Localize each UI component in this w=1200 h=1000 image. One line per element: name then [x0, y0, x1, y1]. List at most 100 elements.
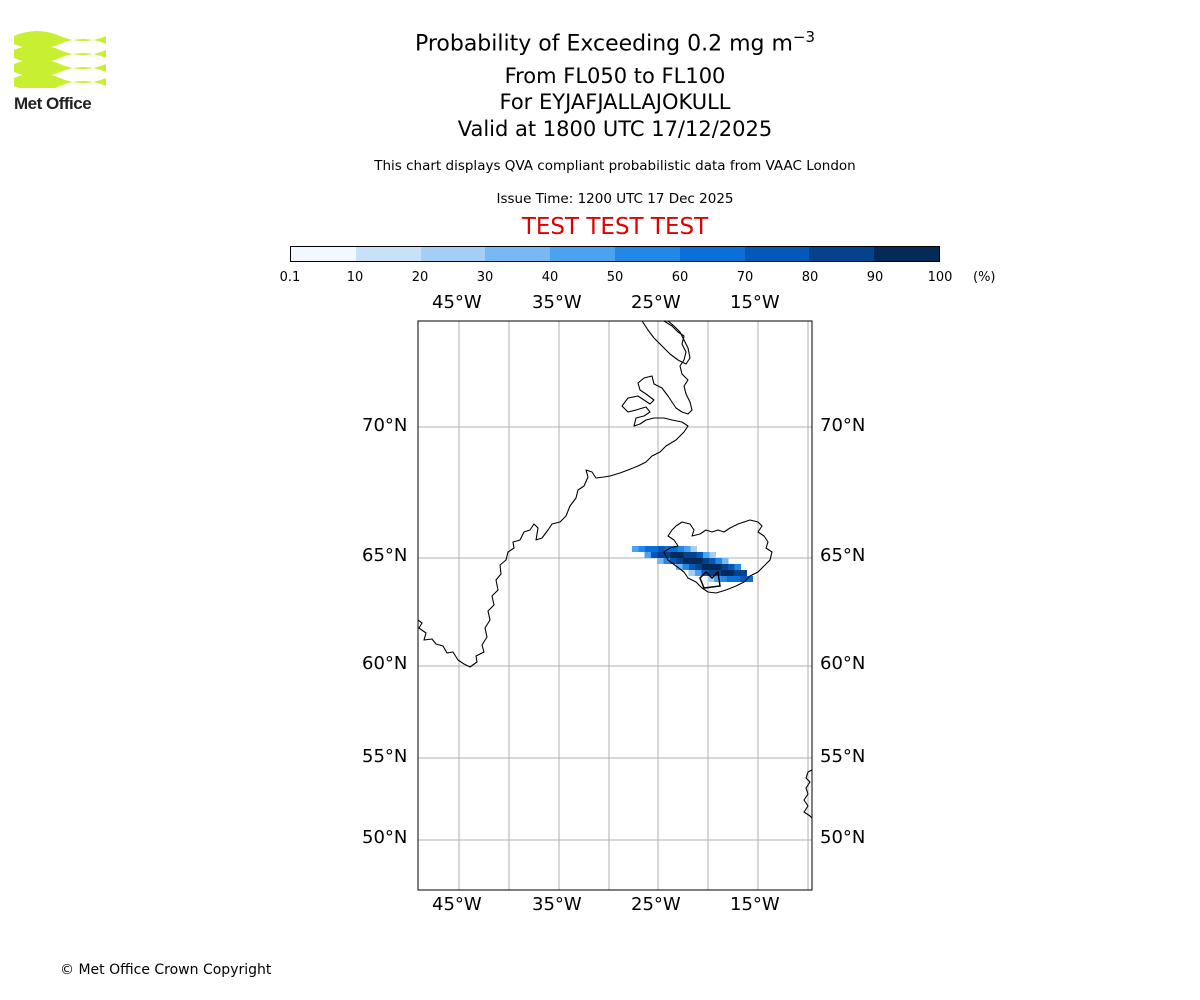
- plume-cell: [720, 576, 727, 582]
- plume-cell: [709, 552, 716, 558]
- lon-label-top-35w: 35°W: [532, 292, 582, 313]
- test-banner: TEST TEST TEST: [521, 214, 709, 240]
- plume-cell: [733, 576, 740, 582]
- plume-cell: [695, 564, 702, 570]
- lon-label-bottom-15w: 15°W: [730, 894, 780, 915]
- lon-label-bottom-45w: 45°W: [432, 894, 482, 915]
- plume-cell: [696, 552, 703, 558]
- colorbar-segment: [550, 247, 615, 261]
- issue-time: Issue Time: 1200 UTC 17 Dec 2025: [496, 191, 734, 207]
- ash-probability-plume: [632, 546, 753, 582]
- colorbar-tick-label: 40: [541, 270, 559, 285]
- colorbar-segment: [485, 247, 551, 261]
- colorbar-tick-label: 30: [476, 270, 494, 285]
- colorbar-tick-label: 10: [346, 270, 364, 285]
- plume-cell: [651, 546, 658, 552]
- plume-cell: [690, 552, 697, 558]
- plume-cell: [670, 552, 677, 558]
- plume-cell: [696, 558, 703, 564]
- plume-cell: [721, 570, 728, 576]
- plume-cell: [702, 558, 709, 564]
- volcano-location-marker: [699, 570, 721, 589]
- lon-label-top-15w: 15°W: [730, 292, 780, 313]
- plume-cell: [651, 552, 658, 558]
- plume-cell: [676, 558, 683, 564]
- colorbar-segment: [614, 247, 680, 261]
- plume-cell: [707, 576, 714, 582]
- plume-cell: [657, 552, 664, 558]
- colorbar-tick-label: 20: [411, 270, 429, 285]
- plume-cell: [722, 558, 729, 564]
- greenland-coastline: [418, 321, 693, 668]
- plume-cell: [715, 558, 722, 564]
- plume-cell: [638, 546, 645, 552]
- plume-cell: [727, 570, 734, 576]
- colorbar-segment: [420, 247, 486, 261]
- plume-cell: [689, 558, 696, 564]
- plume-cell: [702, 564, 709, 570]
- subtitle-valid-time: Valid at 1800 UTC 17/12/2025: [457, 117, 773, 141]
- colorbar-tick-label: 0.1: [279, 270, 301, 285]
- europe-coastline: [803, 769, 812, 819]
- plume-cell: [715, 564, 722, 570]
- logo-waves-icon: [14, 31, 106, 91]
- colorbar-tick-label: 100: [927, 270, 953, 285]
- lon-label-top-45w: 45°W: [432, 292, 482, 313]
- lon-label-bottom-25w: 25°W: [631, 894, 681, 915]
- subtitle-levels: From FL050 to FL100: [504, 64, 726, 88]
- lat-label-left-65n: 65°N: [362, 545, 408, 566]
- iceland-coastline: [663, 519, 773, 594]
- colorbar-unit: (%): [973, 270, 996, 285]
- plume-cell: [734, 564, 741, 570]
- title-exponent: −3: [792, 28, 816, 46]
- chart-title: Probability of Exceeding 0.2 mg m−3: [414, 28, 816, 57]
- plume-cell: [709, 558, 716, 564]
- plume-cell: [695, 570, 702, 576]
- plume-cell: [677, 552, 684, 558]
- greenland-inlet-coastline: [641, 321, 691, 365]
- plume-cell: [677, 546, 684, 552]
- plume-cell: [644, 552, 651, 558]
- plume-cell: [683, 552, 690, 558]
- probability-colorbar: [290, 246, 940, 262]
- plume-cell: [740, 570, 747, 576]
- map-gridlines: [418, 321, 812, 890]
- copyright-notice: © Met Office Crown Copyright: [60, 962, 272, 978]
- colorbar-segment: [809, 247, 875, 261]
- colorbar-segment: [355, 247, 421, 261]
- plume-cell: [703, 552, 710, 558]
- lat-label-right-65n: 65°N: [820, 545, 866, 566]
- plume-cell: [689, 564, 696, 570]
- chart-description: This chart displays QVA compliant probab…: [374, 158, 856, 174]
- plume-cell: [746, 576, 753, 582]
- lat-label-left-70n: 70°N: [362, 415, 408, 436]
- plume-cell: [645, 546, 652, 552]
- colorbar-tick-label: 50: [606, 270, 624, 285]
- met-office-logo: Met Office: [14, 30, 108, 113]
- colorbar-tick-label: 70: [736, 270, 754, 285]
- plume-cell: [663, 558, 670, 564]
- lon-label-top-25w: 25°W: [631, 292, 681, 313]
- plume-cell: [734, 570, 741, 576]
- lat-label-left-50n: 50°N: [362, 827, 408, 848]
- plume-cell: [728, 564, 735, 570]
- lat-label-right-50n: 50°N: [820, 827, 866, 848]
- plume-cell: [688, 570, 695, 576]
- colorbar-segment: [874, 247, 939, 261]
- plume-cell: [708, 570, 715, 576]
- plume-cell: [657, 558, 664, 564]
- plume-cell: [721, 564, 728, 570]
- lat-label-right-60n: 60°N: [820, 653, 866, 674]
- plume-cell: [670, 558, 677, 564]
- subtitle-volcano: For EYJAFJALLAJOKULL: [499, 90, 731, 114]
- plume-cell: [682, 564, 689, 570]
- colorbar-tick-label: 90: [866, 270, 884, 285]
- plume-cell: [690, 546, 697, 552]
- plume-cell: [658, 546, 665, 552]
- colorbar-tick-label: 60: [671, 270, 689, 285]
- colorbar-segment: [679, 247, 745, 261]
- lat-label-left-60n: 60°N: [362, 653, 408, 674]
- plume-cell: [664, 552, 671, 558]
- plume-cell: [683, 558, 690, 564]
